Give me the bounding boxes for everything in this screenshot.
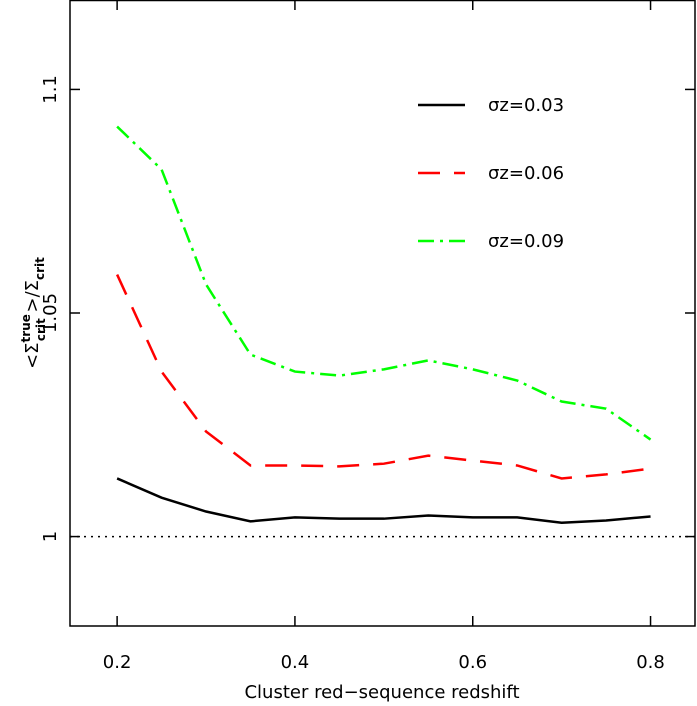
y-label-part: true (19, 314, 33, 342)
legend-label: σz=0.03 (488, 95, 564, 116)
series-line (115, 274, 651, 480)
y-label-part: crit (33, 257, 47, 280)
y-label-part: crit (34, 318, 48, 341)
x-tick-label: 0.6 (458, 652, 487, 673)
x-axis-label: Cluster red−sequence redshift (244, 682, 519, 703)
x-tick-label: 0.2 (103, 652, 132, 673)
legend-label: σz=0.06 (488, 163, 564, 184)
y-axis-label: <Σtruecrit >/Σcrit (19, 257, 48, 369)
legend-label: σz=0.09 (488, 231, 564, 252)
y-label-part: <Σ (22, 342, 43, 368)
x-tick-label: 0.8 (636, 652, 665, 673)
series-line (116, 477, 651, 524)
y-tick-label: 1 (40, 531, 61, 542)
y-label-part: >/Σ (22, 280, 43, 318)
plot-frame (69, 0, 696, 627)
series-line (116, 125, 652, 441)
x-tick-label: 0.4 (281, 652, 310, 673)
y-tick-label: 1.1 (40, 75, 61, 104)
y-tick-label: 1.05 (40, 293, 61, 333)
